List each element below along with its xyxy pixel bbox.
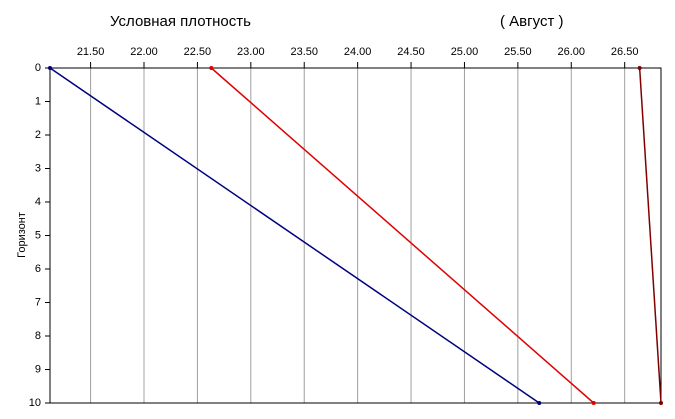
- point: [48, 66, 52, 70]
- x-tick-label: 24.00: [344, 46, 372, 58]
- y-axis-label: Горизонт: [16, 212, 28, 258]
- point: [537, 401, 542, 405]
- y-tick-label: 9: [35, 363, 41, 375]
- x-tick-label: 24.50: [397, 46, 425, 58]
- chart-subtitle: ( Август ): [500, 13, 563, 30]
- x-tick-label: 23.00: [237, 46, 265, 58]
- y-tick-label: 10: [29, 397, 41, 409]
- point: [209, 66, 214, 70]
- y-tick-label: 1: [35, 95, 41, 107]
- y-tick-label: 0: [35, 62, 41, 74]
- x-tick-label: 25.50: [504, 46, 532, 58]
- x-tick-label: 25.00: [451, 46, 479, 58]
- x-tick-label: 22.00: [130, 46, 158, 58]
- x-tick-label: 23.50: [290, 46, 318, 58]
- x-tick-label: 26.00: [558, 46, 586, 58]
- x-tick-label: 22.50: [184, 46, 212, 58]
- plot-frame: [49, 67, 662, 404]
- point: [591, 401, 596, 405]
- x-tick-label: 21.50: [77, 46, 105, 58]
- y-tick-label: 2: [35, 129, 41, 141]
- chart-title: Условная плотность: [110, 13, 251, 30]
- y-tick-label: 6: [35, 263, 41, 275]
- y-tick-label: 5: [35, 229, 41, 241]
- series-line: [49, 67, 540, 404]
- y-tick-label: 8: [35, 330, 41, 342]
- x-tick-label: 26.50: [611, 46, 639, 58]
- point: [637, 66, 642, 70]
- y-tick-label: 3: [35, 162, 41, 174]
- point: [659, 401, 663, 405]
- y-tick-label: 4: [35, 196, 41, 208]
- series-line: [638, 67, 662, 404]
- y-tick-label: 7: [35, 296, 41, 308]
- series-line: [210, 67, 595, 404]
